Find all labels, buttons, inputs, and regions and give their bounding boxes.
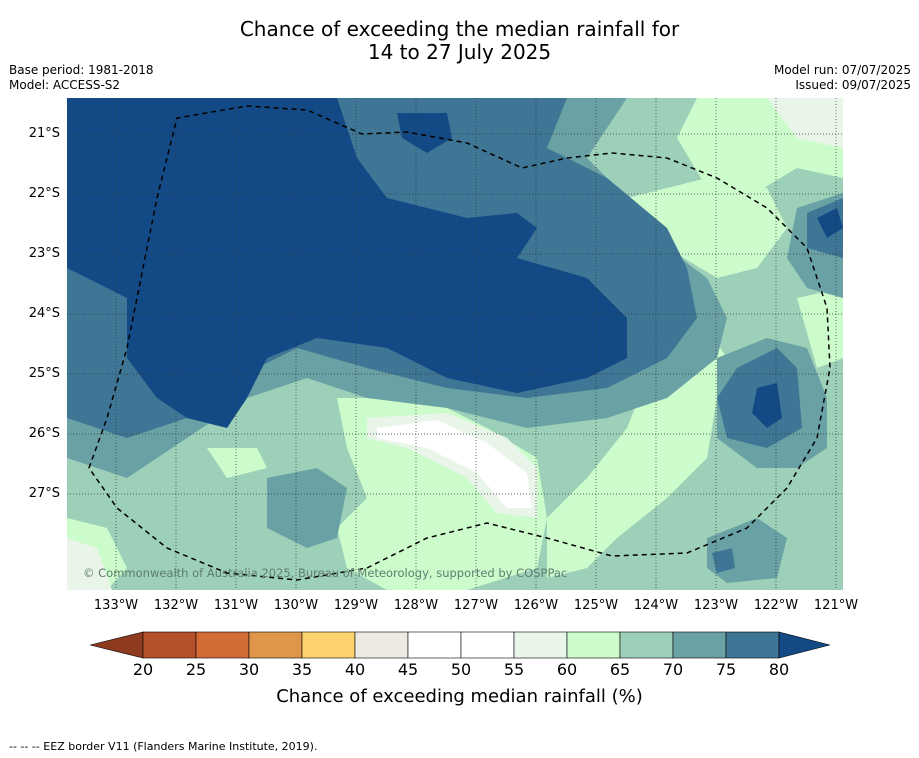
colorbar-tick-label: 25 — [185, 660, 207, 679]
model-run: Model run: 07/07/2025 — [773, 63, 911, 77]
title-line-2: 14 to 27 July 2025 — [367, 40, 552, 64]
colorbar-segment — [460, 631, 515, 659]
colorbar-tick-label: 75 — [715, 660, 737, 679]
eez-legend-text: -- -- -- EEZ border V11 (Flanders Marine… — [9, 740, 318, 753]
colorbar-segment — [248, 631, 303, 659]
lon-label-125: 125°W — [573, 598, 619, 613]
contour-over-80 — [67, 98, 843, 428]
lon-label-122: 122°W — [753, 598, 799, 613]
lon-label-133: 133°W — [93, 598, 139, 613]
colorbar-segments — [90, 631, 830, 659]
lat-label-27: 27°S — [28, 486, 60, 501]
colorbar-segment — [513, 631, 568, 659]
lat-label-23: 23°S — [28, 246, 60, 261]
lon-label-123: 123°W — [693, 598, 739, 613]
colorbar-over-triangle — [778, 631, 830, 659]
lon-label-128: 128°W — [393, 598, 439, 613]
lat-label-25: 25°S — [28, 366, 60, 381]
colorbar — [90, 631, 830, 659]
colorbar-tick-label: 30 — [238, 660, 260, 679]
colorbar-under-triangle — [90, 631, 144, 659]
lon-label-121: 121°W — [813, 598, 859, 613]
colorbar-tick-label: 55 — [503, 660, 525, 679]
lon-label-130: 130°W — [273, 598, 319, 613]
lat-label-24: 24°S — [28, 306, 60, 321]
title-line-1: Chance of exceeding the median rainfall … — [239, 17, 680, 41]
map-title: Chance of exceeding the median rainfall … — [0, 18, 919, 64]
lon-label-124: 124°W — [633, 598, 679, 613]
lon-label-127: 127°W — [453, 598, 499, 613]
colorbar-title: Chance of exceeding median rainfall (%) — [276, 686, 643, 707]
lon-label-131: 131°W — [213, 598, 259, 613]
colorbar-tick-label: 50 — [450, 660, 472, 679]
colorbar-segment — [354, 631, 409, 659]
colorbar-tick-label: 60 — [556, 660, 578, 679]
colorbar-segment — [407, 631, 462, 659]
lat-label-21: 21°S — [28, 126, 60, 141]
grid-lines — [67, 98, 843, 590]
colorbar-segment — [142, 631, 197, 659]
colorbar-segment — [672, 631, 727, 659]
colorbar-tick-label: 65 — [609, 660, 631, 679]
colorbar-tick-label: 20 — [132, 660, 154, 679]
colorbar-segment — [195, 631, 250, 659]
colorbar-tick-label: 40 — [344, 660, 366, 679]
colorbar-tick-label: 70 — [662, 660, 684, 679]
rainfall-map: © Commonwealth of Australia 2025, Bureau… — [67, 98, 843, 590]
colorbar-segment — [566, 631, 621, 659]
copyright-text: © Commonwealth of Australia 2025, Bureau… — [83, 566, 567, 580]
lat-label-22: 22°S — [28, 186, 60, 201]
issued-date: Issued: 09/07/2025 — [795, 78, 911, 92]
lon-label-126: 126°W — [513, 598, 559, 613]
colorbar-segment — [301, 631, 356, 659]
colorbar-tick-label: 35 — [291, 660, 313, 679]
lon-label-129: 129°W — [333, 598, 379, 613]
colorbar-tick-label: 80 — [768, 660, 790, 679]
meta-left: Base period: 1981-2018 Model: ACCESS-S2 — [9, 63, 154, 93]
colorbar-segment — [619, 631, 674, 659]
lat-label-26: 26°S — [28, 426, 60, 441]
model-name: Model: ACCESS-S2 — [9, 78, 121, 92]
base-period: Base period: 1981-2018 — [9, 63, 154, 77]
colorbar-tick-label: 45 — [397, 660, 419, 679]
eez-border — [88, 105, 831, 581]
colorbar-segment — [725, 631, 780, 659]
lon-label-132: 132°W — [153, 598, 199, 613]
meta-right: Model run: 07/07/2025 Issued: 09/07/2025 — [774, 63, 911, 93]
